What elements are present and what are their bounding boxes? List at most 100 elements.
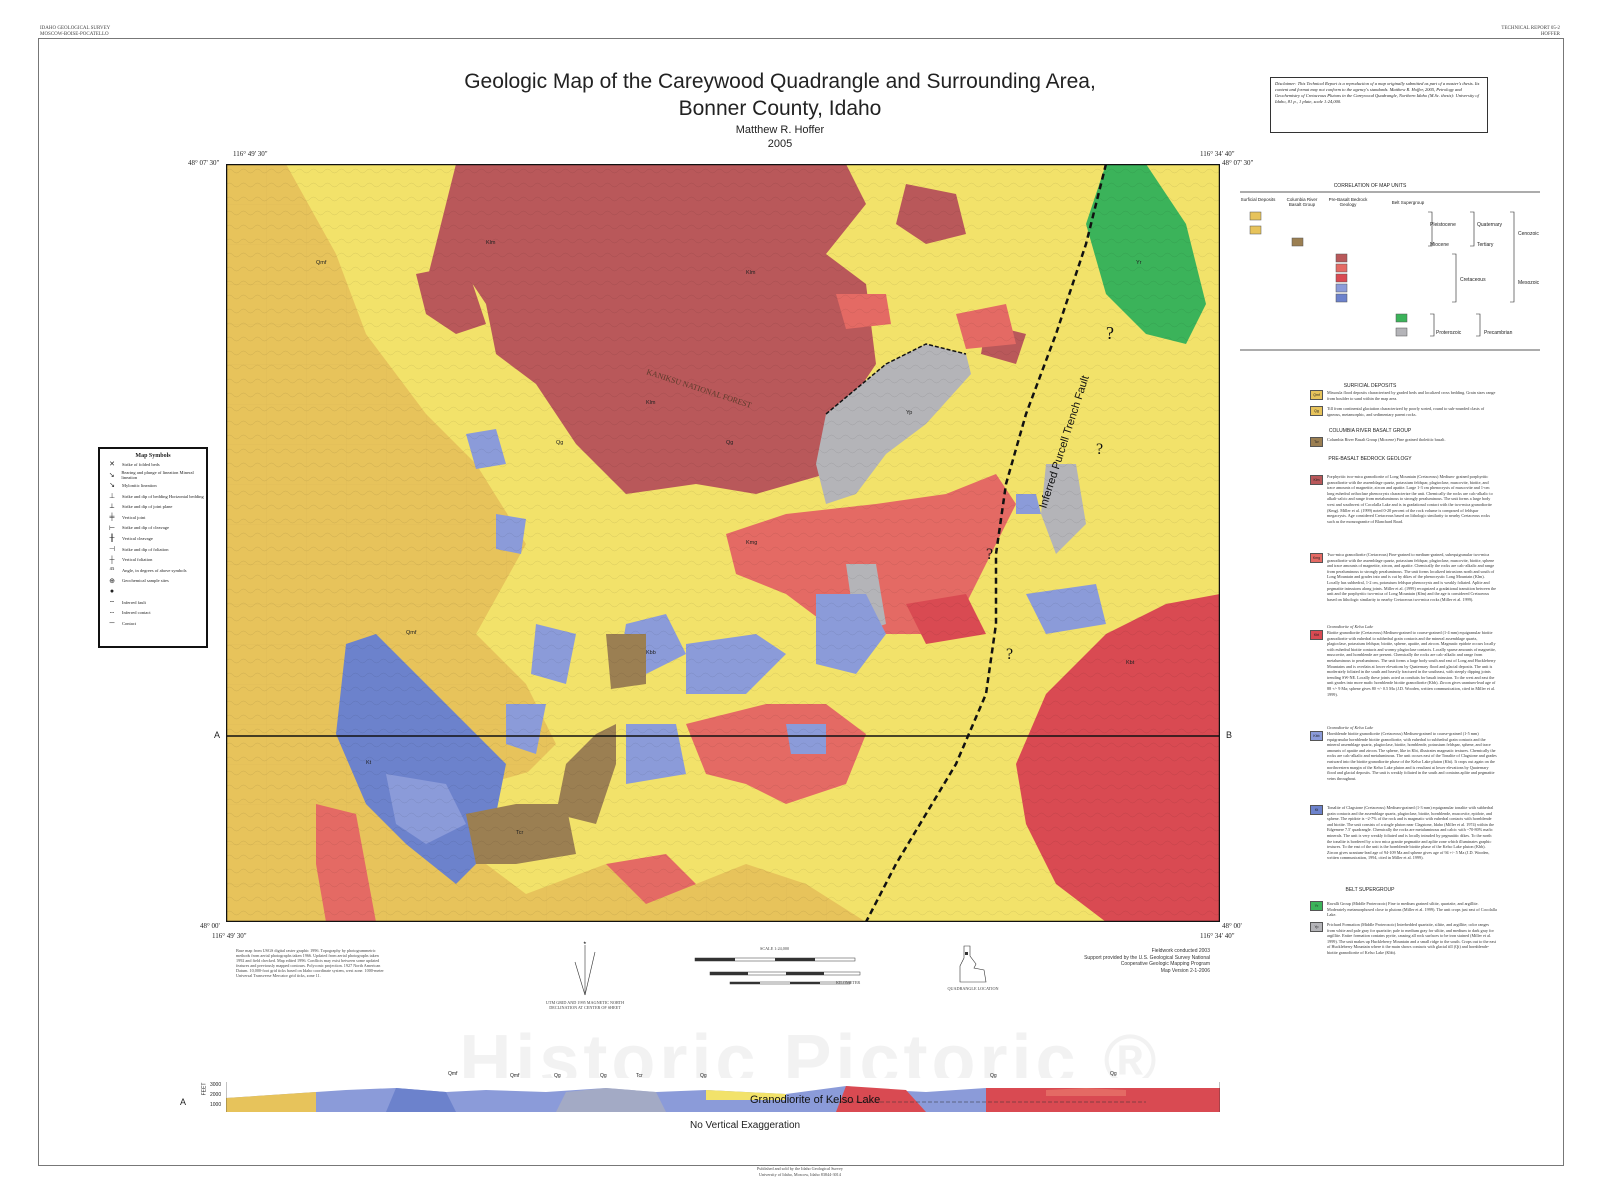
unit-label: Qmf — [406, 630, 417, 636]
swatch-kbt: Kbt — [1310, 630, 1323, 640]
xs-unit-label: Qg — [600, 1073, 607, 1079]
folded-beds-icon: ✕ — [109, 460, 115, 469]
map-symbols-title: Map Symbols — [135, 453, 171, 459]
unit-label: Qg — [556, 440, 563, 446]
symbol-row: ⊥ Strike and dip of bedding Horizontal be… — [100, 491, 206, 502]
desc-kt: Tonalite of Clagstone (Cretaceous) Mediu… — [1327, 805, 1494, 861]
disclaimer-box: Disclaimer: This Technical Report is a r… — [1270, 77, 1488, 133]
mylonitic-icon: ↘ — [109, 481, 115, 490]
desc-kmg: Two-mica granodiorite (Cretaceous) Fine-… — [1327, 552, 1496, 602]
unit-label: Yp — [906, 410, 912, 416]
lbl-cretaceous: Cretaceous — [1460, 277, 1486, 283]
lbl-mesozoic: Mesozoic — [1518, 280, 1540, 286]
symbol-row: ⊕ Geochemical sample sites — [100, 576, 206, 587]
quad-location-label: QUADRANGLE LOCATION — [947, 986, 999, 991]
foliation-icon: ⊣ — [108, 545, 116, 554]
xs-unit-label: Qg — [990, 1073, 997, 1079]
north-arrow-icon: ★ — [574, 940, 596, 996]
support-line-2: Cooperative Geologic Mapping Program — [1120, 961, 1210, 967]
unit-label: Kt — [366, 760, 372, 766]
fault-question-4: ? — [1096, 441, 1103, 458]
map-version: Map Version 2-1-2006 — [1160, 967, 1210, 974]
header-agency: IDAHO GEOLOGICAL SURVEY — [40, 26, 111, 31]
lbl-tertiary: Tertiary — [1477, 242, 1494, 248]
sample-dot-icon: ● — [109, 587, 115, 596]
map-symbols-box: Map Symbols ✕ Strike of folded beds ↘ Bear… — [98, 447, 208, 648]
desc-kbb: Hornblende biotite granodiorite (Cretace… — [1327, 731, 1497, 781]
header-left: IDAHO GEOLOGICAL SURVEY MOSCOW-BOISE-POC… — [40, 26, 110, 38]
fault-question-1: ? — [1106, 323, 1114, 343]
surficial-heading: SURFICIAL DEPOSITS — [1343, 383, 1397, 389]
coord-bottom-right-lon: 116° 34' 40" — [1200, 932, 1235, 940]
swatch-yp: Yp — [1310, 922, 1323, 932]
coord-bottom-left-lat: 48° 00' — [200, 922, 220, 930]
unit-label: Klm — [486, 240, 496, 246]
belt-heading: BELT SUPERGROUP — [1345, 887, 1395, 893]
lbl-pleistocene: Pleistocene — [1430, 222, 1456, 228]
lineation-icon: ↘ — [108, 470, 115, 479]
unit-label: Qmf — [316, 260, 327, 266]
swatch-klm: Klm — [1310, 475, 1323, 485]
symbol-row: ⊢ Strike and dip of cleavage — [100, 523, 206, 534]
coord-top-left-lat: 48° 07' 30" — [188, 159, 220, 167]
coord-bottom-left-lon: 116° 49' 30" — [212, 932, 247, 940]
idaho-outline-icon — [959, 945, 987, 983]
desc-kbt-sub: Granodiorite of Kelso Lake — [1327, 624, 1374, 629]
symbol-row: ⁴⁵ Angle, in degrees of above symbols — [100, 565, 206, 576]
cleavage-icon: ⊢ — [108, 523, 116, 532]
coord-top-right-lat: 48° 07' 30" — [1222, 159, 1254, 167]
xs-unit-label: Tcr — [636, 1073, 643, 1079]
desc-yr: Ravalli Group (Middle Proterozoic) Fine … — [1327, 901, 1497, 918]
swatch-qg: Qg — [1310, 406, 1323, 416]
crbg-heading: COLUMBIA RIVER BASALT GROUP — [1328, 428, 1412, 434]
unit-label: Kmg — [746, 540, 757, 546]
desc-kbb-sub: Granodiorite of Kelso Lake — [1327, 725, 1374, 730]
unit-label: Klm — [746, 270, 756, 276]
unit-labels: Klm Klm Klm Kmg Qg Qmf Qmf Yp Kbt Kt Tcr… — [316, 240, 1142, 836]
swatch-kbb: Kbb — [1310, 731, 1323, 741]
unit-label: Kbb — [646, 650, 656, 656]
unit-label: Yr — [1136, 260, 1142, 266]
swatch-qmf: Qmf — [1310, 390, 1323, 400]
lbl-proterozoic: Proterozoic — [1436, 330, 1462, 336]
fault-question-3: ? — [1006, 646, 1013, 663]
inferred-contact-icon: ┄ — [109, 608, 115, 617]
lbl-precambrian: Precambrian — [1484, 330, 1513, 336]
vertical-foliation-icon: ┼ — [109, 555, 115, 564]
xs-unit-label: Qmf — [448, 1071, 458, 1077]
symbol-row: ╌ Inferred fault — [100, 597, 206, 608]
header-cities: MOSCOW-BOISE-POCATELLO — [40, 32, 109, 37]
coord-bottom-right-lat: 48° 00' — [1222, 922, 1242, 930]
unit-label: Kbt — [1126, 660, 1135, 666]
unit-label: Qg — [726, 440, 733, 446]
map-title-line1: Geologic Map of the Careywood Quadrangle… — [464, 70, 1096, 93]
xs-kelso-label: Granodiorite of Kelso Lake — [750, 1094, 881, 1106]
unit-label: Tcr — [516, 830, 524, 836]
map-section-a: A — [214, 730, 221, 740]
prebasalt-heading: PRE-BASALT BEDROCK GEOLOGY — [1328, 456, 1412, 462]
xs-label-a: A — [180, 1097, 187, 1107]
fault-icon: ╌ — [109, 598, 115, 607]
scale-bar — [694, 957, 861, 985]
symbol-row: ╪ Vertical joint — [100, 512, 206, 523]
svg-text:★: ★ — [583, 940, 587, 945]
corr-col-belt: Belt Supergroup — [1391, 200, 1425, 205]
cross-section — [226, 1078, 1220, 1112]
bedding-icon: ⊥ — [108, 492, 116, 501]
desc-qg: Till from continental glaciation charact… — [1327, 406, 1485, 417]
swatch-kmg: Kmg — [1310, 553, 1323, 563]
symbol-row: ┼ Vertical foliation — [100, 554, 206, 565]
fault-question-2: ? — [986, 546, 993, 563]
symbol-row: ↘ Mylonitic lineation — [100, 480, 206, 491]
symbol-row: ⊣ Strike and dip of foliation — [100, 544, 206, 555]
published-line-1: Published and sold by the Idaho Geologic… — [757, 1166, 843, 1171]
lbl-miocene: Miocene — [1430, 242, 1449, 248]
support-line-1: Support provided by the U.S. Geological … — [1084, 954, 1210, 961]
kilometer-label: KILOMETER — [836, 980, 861, 985]
corr-col-crbg: Columbia River Basalt Group — [1286, 197, 1318, 207]
correlation-chart — [1240, 191, 1540, 351]
xs-elev-3000: 3000 — [210, 1082, 222, 1088]
map-year: 2005 — [767, 138, 793, 150]
lbl-quaternary: Quaternary — [1477, 222, 1503, 228]
angle-icon: ⁴⁵ — [109, 566, 115, 575]
